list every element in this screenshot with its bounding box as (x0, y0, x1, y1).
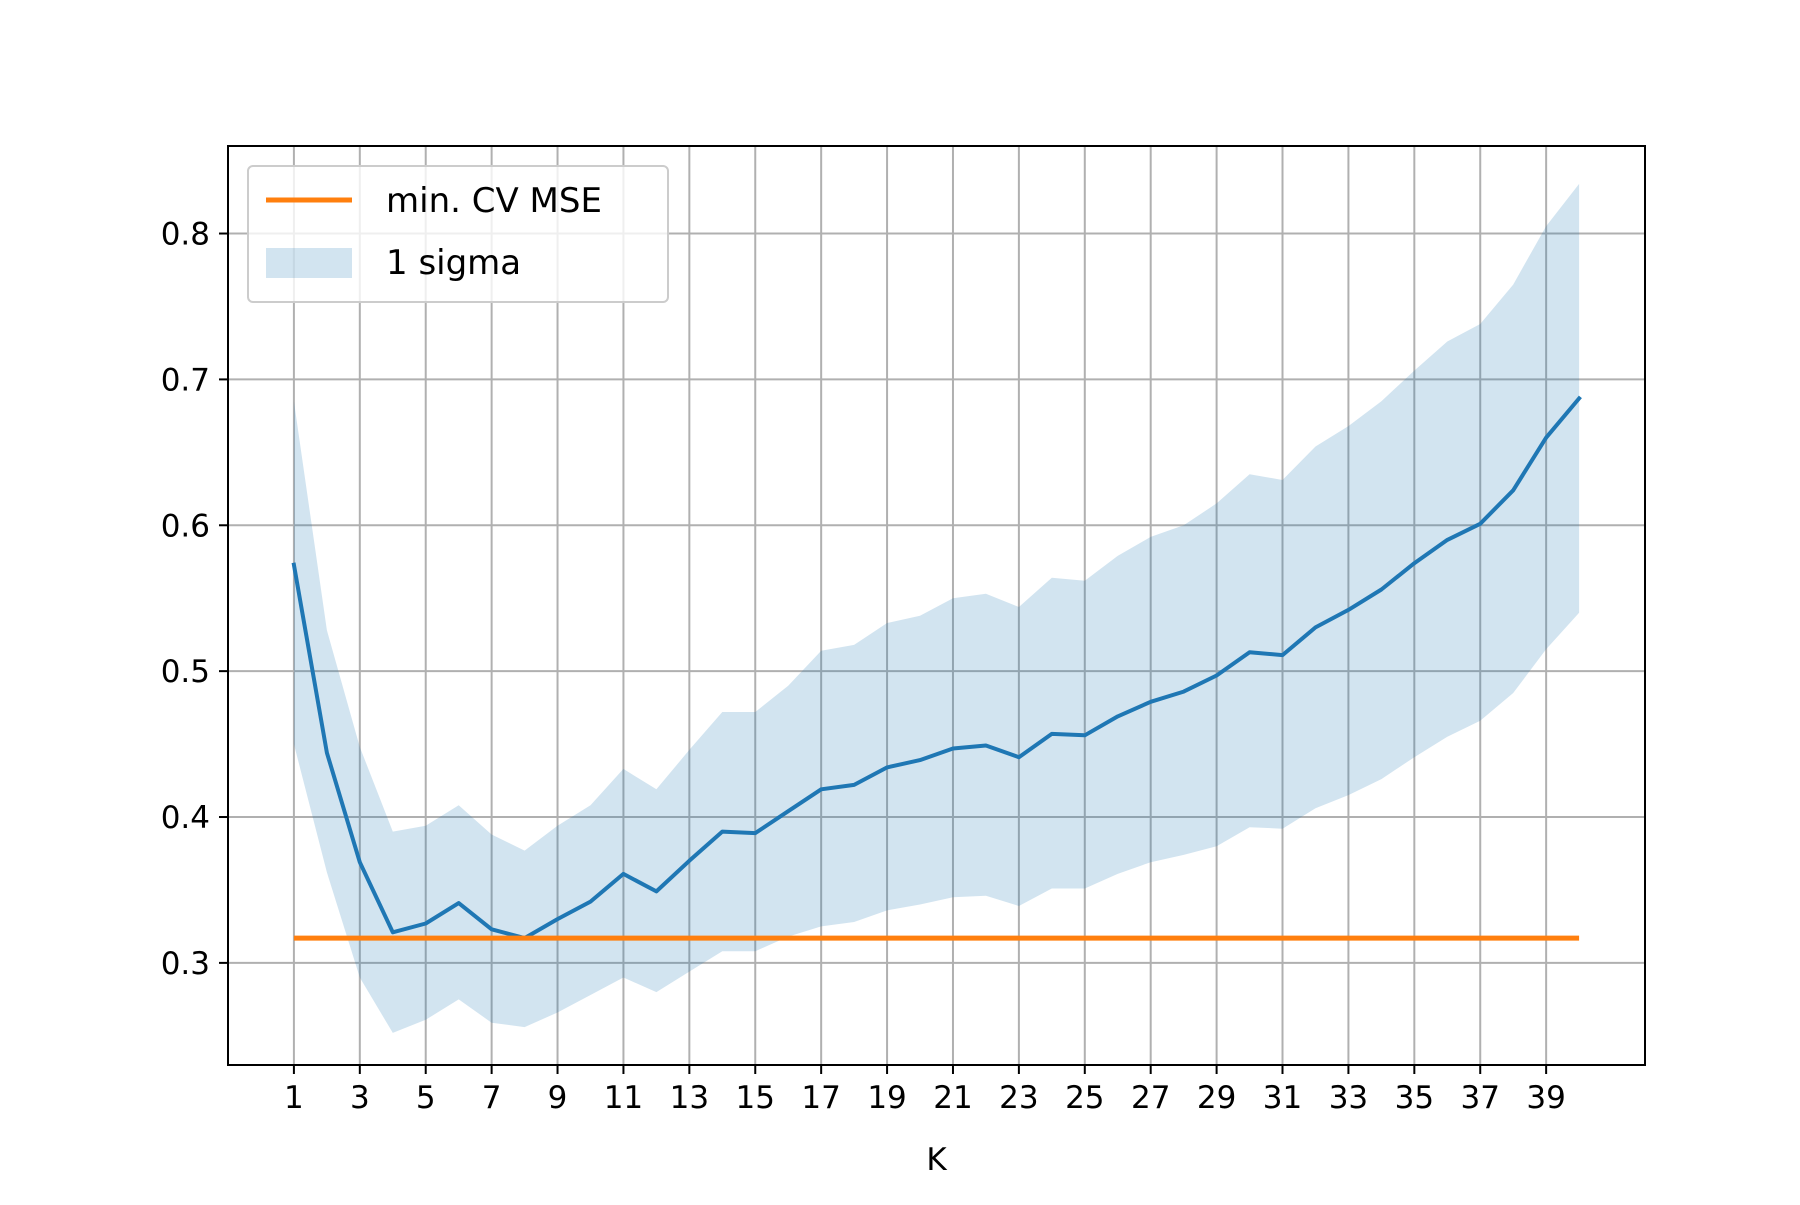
legend: min. CV MSE 1 sigma (247, 165, 669, 303)
cv-mse-data-point (984, 744, 988, 748)
x-tick-label: 5 (416, 1080, 436, 1116)
legend-items: min. CV MSE 1 sigma (266, 181, 602, 283)
x-tick-label: 21 (933, 1080, 972, 1116)
x-axis-label: K (926, 1142, 947, 1178)
x-tick-label: 11 (604, 1080, 643, 1116)
cv-mse-data-point (588, 900, 592, 904)
cv-mse-data-point (1182, 690, 1186, 694)
cv-mse-data-point (490, 927, 494, 931)
cv-mse-data-point (1511, 488, 1515, 492)
cv-mse-data-point (1577, 396, 1581, 400)
x-tick-label: 29 (1197, 1080, 1236, 1116)
x-tick-label: 19 (867, 1080, 906, 1116)
x-tick-label: 37 (1461, 1080, 1500, 1116)
cv-mse-data-point (1248, 650, 1252, 654)
cv-mse-data-point (885, 765, 889, 769)
legend-label: min. CV MSE (386, 181, 602, 221)
x-tick-label: 3 (350, 1080, 370, 1116)
cv-mse-data-point (1478, 522, 1482, 526)
legend-label: 1 sigma (386, 243, 521, 283)
sigma-band (293, 183, 1580, 1033)
x-tick-label: 35 (1395, 1080, 1434, 1116)
cv-mse-data-point (852, 783, 856, 787)
cv-mse-data-point (951, 746, 955, 750)
cv-mse-data-point (1215, 674, 1219, 678)
sigma-band-layer (293, 183, 1580, 1033)
cv-mse-data-point (1313, 625, 1317, 629)
plot-area-frame (227, 145, 1646, 1066)
x-tick-label: 1 (284, 1080, 304, 1116)
y-tick-label: 0.8 (161, 217, 210, 253)
x-tick-label: 15 (736, 1080, 775, 1116)
cv-mse-data-point (391, 930, 395, 934)
y-tick-label: 0.5 (161, 654, 210, 690)
cv-mse-data-point (1083, 733, 1087, 737)
cv-mse-data-point (1346, 608, 1350, 612)
x-tick-label: 7 (482, 1080, 502, 1116)
y-tick-label: 0.3 (161, 946, 210, 982)
cv-mse-data-point (918, 758, 922, 762)
cv-mse-data-point (1017, 755, 1021, 759)
y-tick-label: 0.4 (161, 800, 210, 836)
cv-mse-data-point (1544, 436, 1548, 440)
x-axis-ticks: 1 3 5 7 9 11 13 15 17 19 21 23 25 27 29 31 33 35 37 39 (284, 1065, 1566, 1116)
cv-mse-data-point (1412, 561, 1416, 565)
cv-mse-data-point (1050, 732, 1054, 736)
cv-mse-data-point (654, 889, 658, 893)
cv-mse-data-point (753, 831, 757, 835)
cv-mse-data-point (819, 787, 823, 791)
x-tick-label: 33 (1329, 1080, 1368, 1116)
y-axis-ticks: 0.3 0.4 0.5 0.6 0.7 0.8 (161, 217, 228, 982)
cv-mse-data-point (1116, 714, 1120, 718)
x-tick-label: 13 (670, 1080, 709, 1116)
y-tick-label: 0.7 (161, 362, 210, 398)
x-tick-label: 9 (548, 1080, 568, 1116)
x-tick-label: 39 (1526, 1080, 1565, 1116)
cv-mse-data-point (786, 809, 790, 813)
cv-mse-data-point (720, 830, 724, 834)
legend-box (247, 165, 669, 303)
cv-mse-data-point (424, 922, 428, 926)
cv-mse-data-point (1379, 587, 1383, 591)
cv-mse-data-point (556, 917, 560, 921)
x-tick-label: 25 (1065, 1080, 1104, 1116)
cv-mse-data-point (457, 901, 461, 905)
cv-mse-data-point (325, 751, 329, 755)
legend-swatch-1-sigma (266, 248, 352, 278)
cv-mse-data-point (1149, 700, 1153, 704)
cv-mse-data-point (358, 860, 362, 864)
cv-mse-data-point (621, 872, 625, 876)
cv-mse-data-point (687, 859, 691, 863)
x-tick-label: 27 (1131, 1080, 1170, 1116)
x-tick-label: 23 (999, 1080, 1038, 1116)
y-tick-label: 0.6 (161, 508, 210, 544)
cv-mse-data-point (1281, 653, 1285, 657)
x-tick-label: 31 (1263, 1080, 1302, 1116)
x-tick-label: 17 (801, 1080, 840, 1116)
cv-mse-data-point (1445, 538, 1449, 542)
cv-mse-series-line (291, 395, 1582, 941)
cv-mse-data-point (292, 563, 296, 567)
